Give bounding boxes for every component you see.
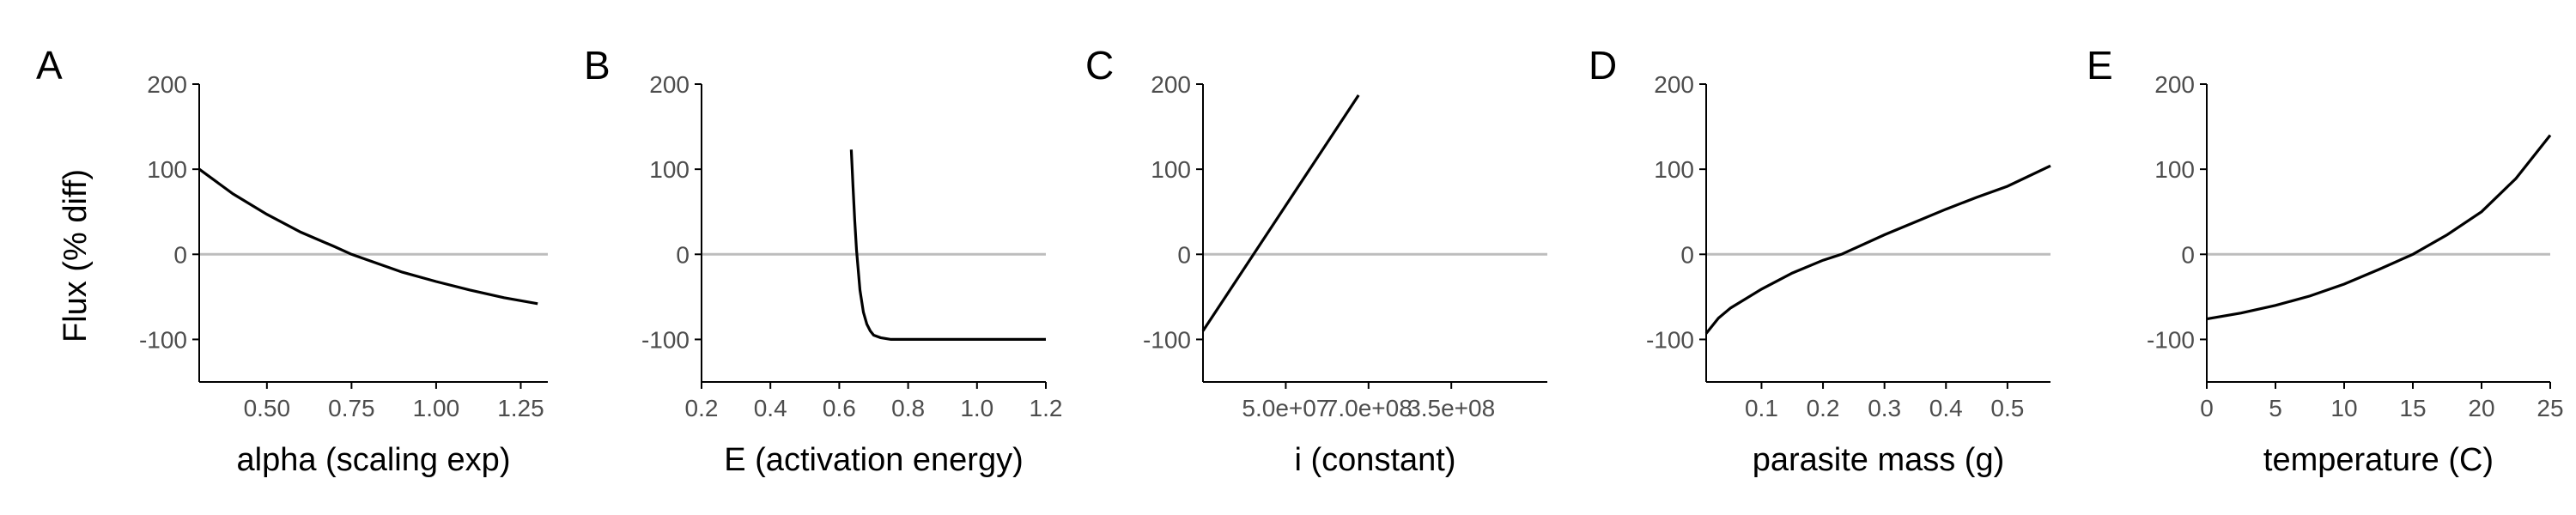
panel-a: A 200 100 0 -100 0.50 0.75 1.00 1.25 alpha (scali… xyxy=(36,43,548,478)
x-tick-label: 0.2 xyxy=(685,395,719,421)
y-tick-label: -100 xyxy=(641,326,690,353)
x-tick-label: 1.0 xyxy=(960,395,993,421)
panel-letter: D xyxy=(1589,43,1617,88)
x-tick-label: 5 xyxy=(2269,395,2282,421)
series-line xyxy=(2206,134,2552,321)
x-axis-title: alpha (scaling exp) xyxy=(237,442,511,478)
x-tick-label: 3.5e+08 xyxy=(1407,395,1495,421)
y-tick-label: 100 xyxy=(1654,156,1694,183)
x-tick-label: 0.5 xyxy=(1990,395,2024,421)
x-tick-label: 0 xyxy=(2200,395,2214,421)
x-tick-label: 5.0e+07 xyxy=(1242,395,1329,421)
y-tick-label: 100 xyxy=(147,156,187,183)
x-tick-label: 0.3 xyxy=(1868,395,1901,421)
panel-letter: C xyxy=(1085,43,1114,88)
y-tick-label: 0 xyxy=(1177,241,1191,268)
x-tick-label: 1.00 xyxy=(413,395,460,421)
panel-d: D 200 100 0 -100 0.1 0.2 0.3 0.4 0.5 parasite mass… xyxy=(1589,43,2051,478)
x-axis-title: temperature (C) xyxy=(2263,442,2494,478)
y-tick-label: -100 xyxy=(1646,326,1694,353)
y-tick-label: 200 xyxy=(1151,71,1191,98)
y-tick-label: 100 xyxy=(1151,156,1191,183)
series-line xyxy=(1201,94,1360,332)
x-tick-label: 1.2 xyxy=(1030,395,1063,421)
series-line xyxy=(198,167,538,306)
panel-c: C 200 100 0 -100 5.0e+077.0e+083.5e+08 i (cons… xyxy=(1085,43,1547,478)
x-tick-label: 0.6 xyxy=(823,395,856,421)
y-tick-label: 100 xyxy=(2154,156,2195,183)
x-tick-label: 0.8 xyxy=(891,395,925,421)
x-tick-label: 0.1 xyxy=(1745,395,1778,421)
y-tick-label: 0 xyxy=(1680,241,1694,268)
y-tick-label: 200 xyxy=(2154,71,2195,98)
panel-letter: B xyxy=(584,43,611,88)
panel-letter: A xyxy=(36,43,63,88)
x-tick-label: 0.50 xyxy=(244,395,291,421)
x-tick-label: 0.4 xyxy=(1929,395,1963,421)
y-tick-label: 0 xyxy=(173,241,187,268)
y-tick-label: 200 xyxy=(147,71,187,98)
y-tick-label: 0 xyxy=(2181,241,2195,268)
x-tick-label: 0.4 xyxy=(754,395,787,421)
x-tick-label: 7.0e+08 xyxy=(1325,395,1413,421)
x-tick-label: 0.2 xyxy=(1807,395,1840,421)
y-tick-label: 200 xyxy=(1654,71,1694,98)
series-line xyxy=(1704,164,2051,335)
y-tick-label: 0 xyxy=(676,241,690,268)
y-tick-label: 100 xyxy=(649,156,690,183)
panel-e: E 200 100 0 -100 0 5 10 15 20 25 temperature (C) xyxy=(2087,43,2564,478)
x-tick-label: 0.75 xyxy=(328,395,375,421)
y-tick-label: -100 xyxy=(1143,326,1191,353)
y-tick-label: -100 xyxy=(139,326,187,353)
x-tick-label: 10 xyxy=(2330,395,2357,421)
x-axis-title: E (activation energy) xyxy=(724,442,1024,478)
series-line xyxy=(849,149,1046,341)
x-tick-label: 1.25 xyxy=(497,395,544,421)
y-tick-label: -100 xyxy=(2147,326,2195,353)
x-tick-label: 20 xyxy=(2468,395,2494,421)
panel-b: B 200 100 0 -100 0.2 0.4 0.6 0.8 1.0 1.2E (activat… xyxy=(584,43,1062,478)
x-axis-title: i (constant) xyxy=(1295,442,1456,478)
panel-letter: E xyxy=(2087,43,2113,88)
x-tick-label: 25 xyxy=(2537,395,2563,421)
y-axis-title: Flux (% diff) xyxy=(58,169,94,342)
y-tick-label: 200 xyxy=(649,71,690,98)
x-axis-title: parasite mass (g) xyxy=(1753,442,2005,478)
x-tick-label: 15 xyxy=(2399,395,2426,421)
